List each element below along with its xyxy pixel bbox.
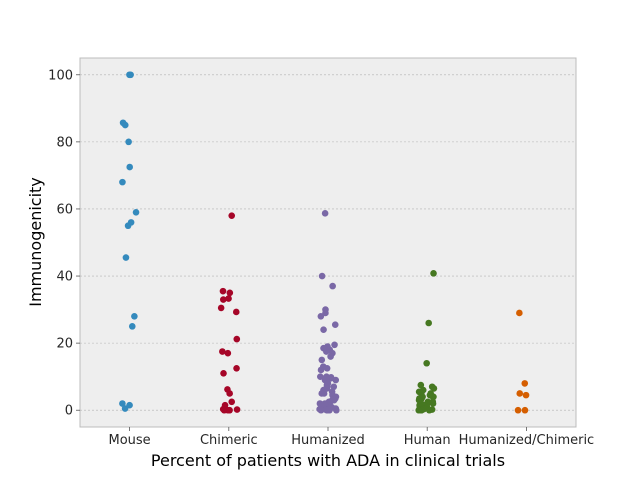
data-point <box>327 353 334 360</box>
data-point <box>522 391 530 399</box>
data-point <box>322 309 329 317</box>
data-point <box>128 323 136 330</box>
data-point <box>122 254 130 261</box>
data-point <box>224 349 232 357</box>
data-point <box>331 341 338 349</box>
y-tick-label: 40 <box>56 270 73 285</box>
data-point <box>317 366 325 374</box>
data-point <box>127 71 134 79</box>
data-point <box>320 390 328 397</box>
data-point <box>423 359 430 367</box>
data-point <box>121 121 129 129</box>
data-point <box>126 163 134 171</box>
data-point <box>417 381 425 389</box>
data-point <box>220 296 227 303</box>
data-point <box>329 282 336 290</box>
y-axis-label: Immunogenicity <box>26 177 45 307</box>
data-point <box>429 400 437 407</box>
data-point <box>131 313 138 320</box>
data-point <box>323 406 331 414</box>
data-point <box>125 138 132 146</box>
y-tick-label: 80 <box>56 135 73 150</box>
y-tick-label: 60 <box>56 202 73 217</box>
data-point <box>323 365 331 372</box>
x-axis-label: Percent of patients with ADA in clinical… <box>151 451 505 470</box>
data-point <box>332 376 340 384</box>
x-tick-label: Mouse <box>109 433 151 448</box>
data-point <box>320 326 327 334</box>
data-point <box>430 270 437 277</box>
data-point <box>232 308 240 316</box>
data-point <box>119 400 126 407</box>
data-point <box>233 365 240 372</box>
data-point <box>220 370 227 377</box>
data-point <box>225 295 232 302</box>
data-point <box>219 287 227 295</box>
data-point <box>219 348 226 355</box>
data-point <box>323 348 330 355</box>
data-point <box>217 304 225 312</box>
data-point <box>321 210 329 217</box>
data-point <box>228 212 236 219</box>
y-tick-label: 100 <box>48 68 73 83</box>
x-tick-label: Chimeric <box>200 433 258 448</box>
data-point <box>415 406 423 414</box>
data-point <box>333 406 340 414</box>
data-point <box>233 335 241 343</box>
y-tick-label: 20 <box>56 337 73 352</box>
data-point <box>317 313 325 320</box>
data-point <box>317 373 324 380</box>
data-point <box>121 405 129 412</box>
data-point <box>516 390 524 397</box>
data-point <box>425 319 432 327</box>
data-point <box>521 380 529 387</box>
y-tick-label: 0 <box>65 404 73 419</box>
grid-layer <box>80 74 576 411</box>
y-tick-layer: 0 20 40 60 80 100 <box>48 68 80 419</box>
data-point <box>318 272 326 280</box>
data-point <box>514 406 522 414</box>
x-tick-label: Humanized/Chimeric <box>459 433 595 448</box>
x-tick-layer: Mouse Chimeric Humanized Human Humanized/Chi… <box>109 427 595 448</box>
data-point <box>226 289 234 297</box>
data-point <box>119 178 126 186</box>
data-point <box>220 406 228 414</box>
data-point <box>126 401 133 409</box>
data-point <box>228 398 236 406</box>
data-point <box>226 390 233 397</box>
plot-area <box>79 57 577 428</box>
data-point <box>521 406 529 414</box>
data-point <box>318 356 326 364</box>
data-point <box>233 406 241 413</box>
data-point <box>516 309 523 317</box>
data-point <box>426 406 433 414</box>
data-point <box>226 406 233 414</box>
data-point <box>430 385 438 392</box>
data-point <box>317 406 325 414</box>
data-point <box>132 209 140 216</box>
x-tick-label: Humanized <box>291 433 365 448</box>
data-point <box>429 393 437 401</box>
x-tick-label: Human <box>404 433 451 448</box>
data-point <box>330 383 338 391</box>
data-point <box>124 222 132 230</box>
point-layer <box>119 71 530 414</box>
data-point <box>331 321 339 328</box>
